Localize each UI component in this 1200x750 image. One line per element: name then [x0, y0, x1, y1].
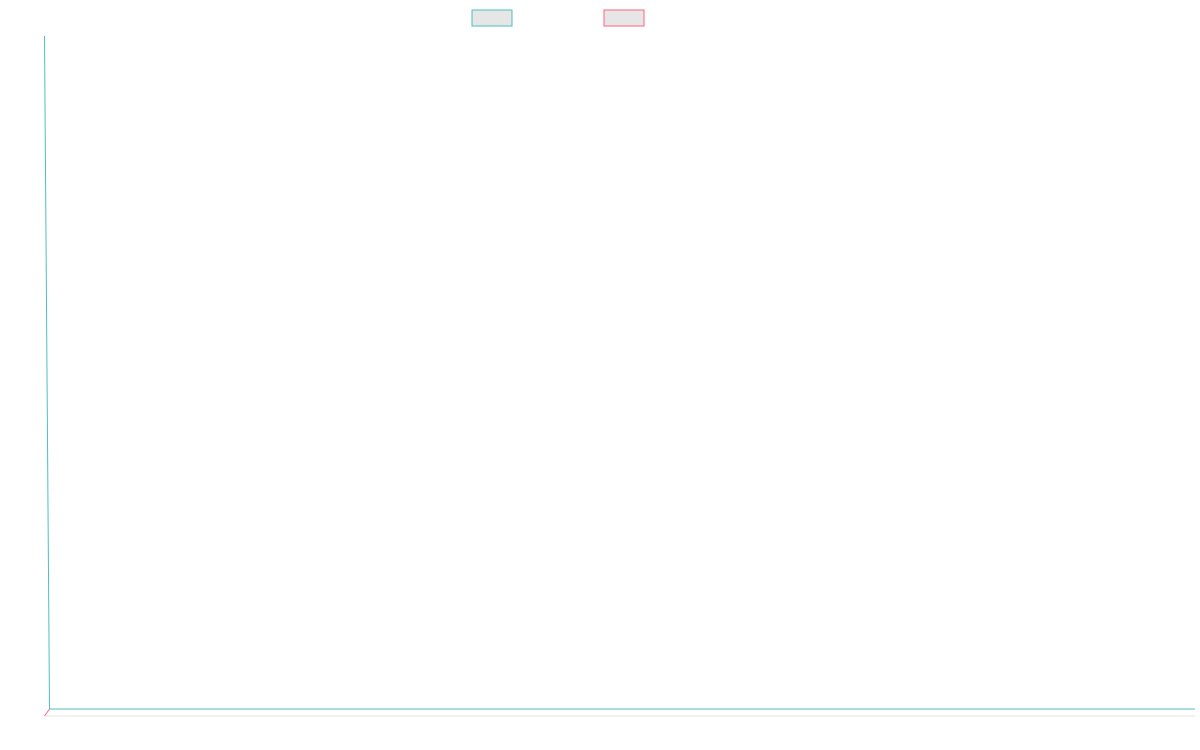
series-2-axis-corner-line	[44, 708, 50, 717]
legend-swatch-series-2[interactable]	[603, 9, 645, 27]
legend-swatch-series-1[interactable]	[471, 9, 513, 27]
axes	[44, 35, 1195, 717]
legend	[471, 9, 645, 27]
series-1-y-axis-line	[44, 35, 50, 710]
